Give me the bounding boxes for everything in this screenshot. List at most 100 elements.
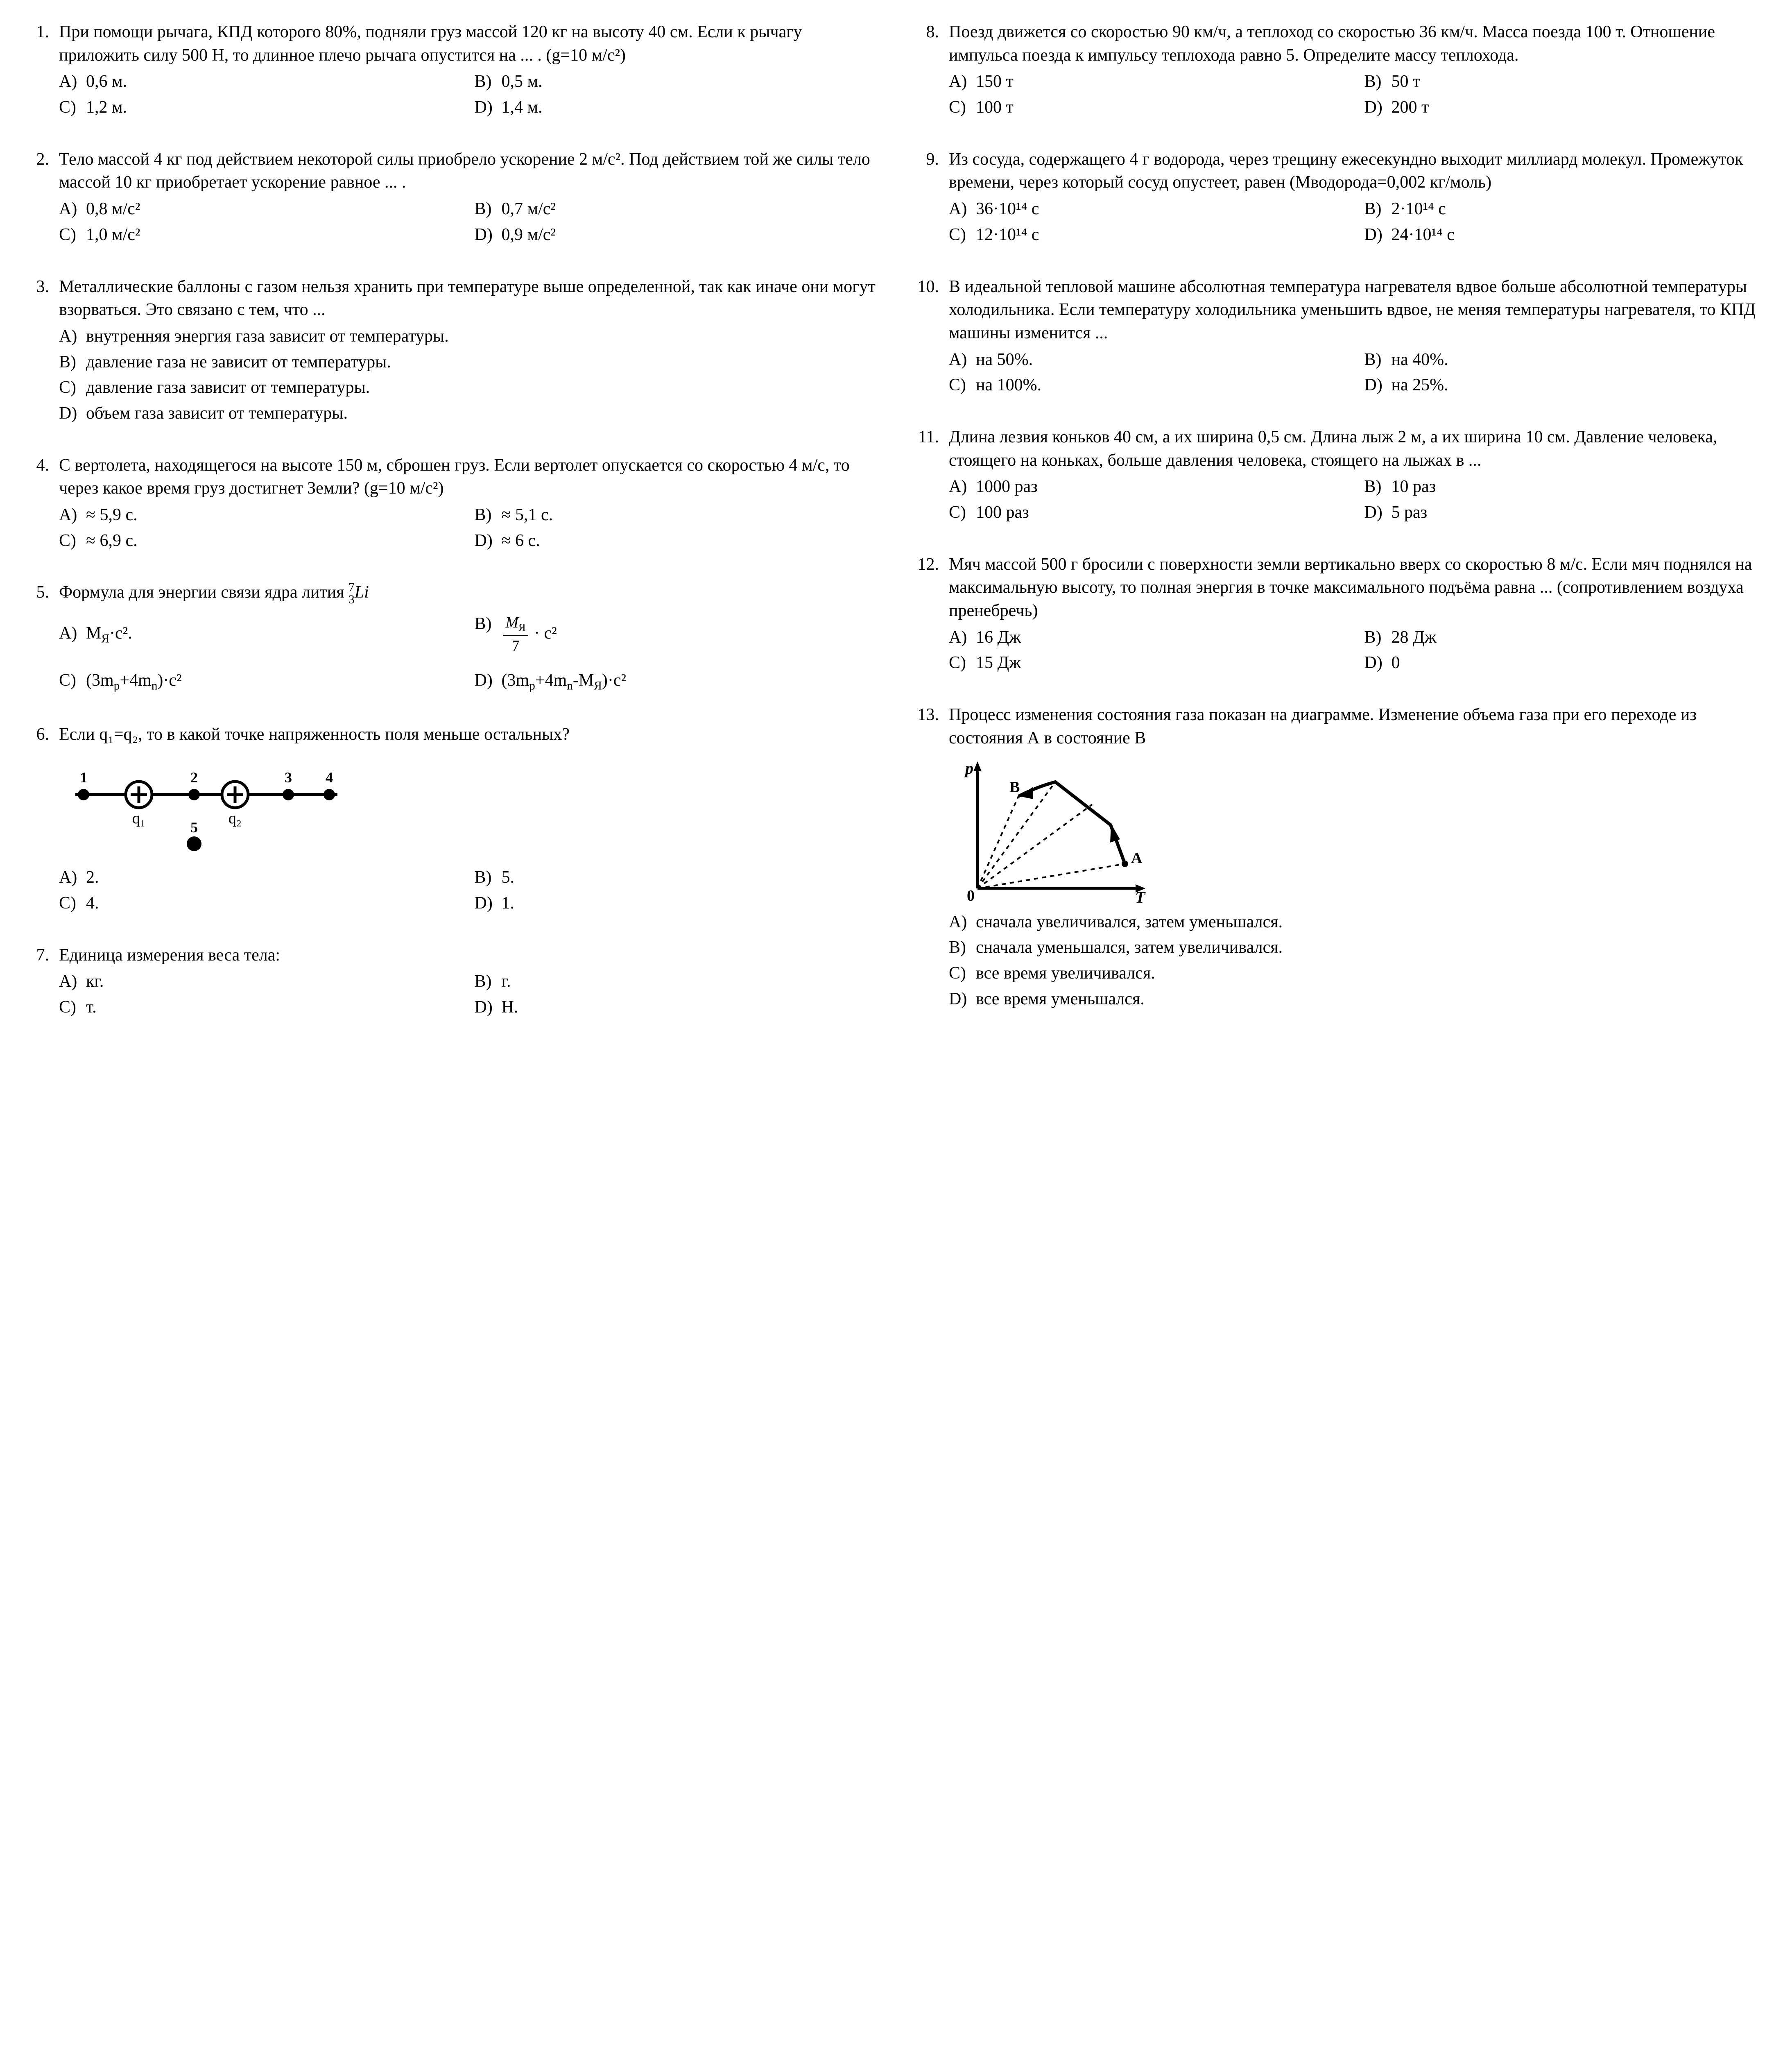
option-c: C)1,0 м/с² xyxy=(59,223,462,247)
options: A)на 50%. B)на 40%. C)на 100%. D)на 25%. xyxy=(949,348,1767,397)
option-d: D)объем газа зависит от температуры. xyxy=(59,402,878,425)
option-b: B)≈ 5,1 с. xyxy=(475,503,878,527)
option-c: C)100 т xyxy=(949,96,1352,119)
element-symbol: Li xyxy=(355,583,369,602)
option-b: B)сначала уменьшался, затем увеличивался… xyxy=(949,936,1767,959)
question-text: При помощи рычага, КПД которого 80%, под… xyxy=(59,20,878,67)
option-d: D)≈ 6 с. xyxy=(475,529,878,553)
question-number: 3. xyxy=(25,275,49,425)
question-number: 8. xyxy=(914,20,939,119)
question-text: Тело массой 4 кг под действием некоторой… xyxy=(59,148,878,194)
option-a: A) МЯ·c². xyxy=(59,622,462,647)
svg-text:B: B xyxy=(1009,779,1020,796)
option-c: C)100 раз xyxy=(949,501,1352,524)
question-12: 12. Мяч массой 500 г бросили с поверхнос… xyxy=(914,553,1767,675)
option-d: D)на 25%. xyxy=(1364,374,1768,397)
question-number: 11. xyxy=(914,426,939,524)
svg-text:3: 3 xyxy=(285,769,292,786)
question-number: 6. xyxy=(25,723,49,915)
question-7: 7. Единица измерения веса тела: A)кг. B)… xyxy=(25,944,878,1019)
option-d: D)1,4 м. xyxy=(475,96,878,119)
question-4: 4. С вертолета, находящегося на высоте 1… xyxy=(25,454,878,553)
svg-text:q₁: q₁ xyxy=(132,810,145,827)
option-d: D)0 xyxy=(1364,651,1768,675)
option-c: C)все время увеличивался. xyxy=(949,962,1767,985)
option-a: A)на 50%. xyxy=(949,348,1352,372)
charges-diagram: 1 2 3 4 5 q₁ q₂ xyxy=(59,754,878,860)
question-text: Поезд движется со скоростью 90 км/ч, а т… xyxy=(949,20,1767,67)
question-6: 6. Если q₁=q₂, то в какой точке напряжен… xyxy=(25,723,878,915)
svg-text:T: T xyxy=(1135,888,1146,905)
options: A)0,8 м/с² B)0,7 м/с² C)1,0 м/с² D)0,9 м… xyxy=(59,197,878,246)
right-column: 8. Поезд движется со скоростью 90 км/ч, … xyxy=(914,20,1767,1019)
question-text: Единица измерения веса тела: xyxy=(59,944,878,967)
question-1: 1. При помощи рычага, КПД которого 80%, … xyxy=(25,20,878,119)
question-number: 5. xyxy=(25,581,49,694)
option-b: B)г. xyxy=(475,970,878,993)
svg-text:q₂: q₂ xyxy=(229,810,242,827)
question-9: 9. Из сосуда, содержащего 4 г водорода, … xyxy=(914,148,1767,247)
option-d: D)24·10¹⁴ с xyxy=(1364,223,1768,247)
options: A) МЯ·c². B) МЯ 7 · c² xyxy=(59,612,878,694)
option-d: D)все время уменьшался. xyxy=(949,988,1767,1011)
option-b: B)50 т xyxy=(1364,70,1768,93)
options: A)36·10¹⁴ с B)2·10¹⁴ с C)12·10¹⁴ с D)24·… xyxy=(949,197,1767,246)
option-c: C)12·10¹⁴ с xyxy=(949,223,1352,247)
option-c: C)на 100%. xyxy=(949,374,1352,397)
option-b: B)0,7 м/с² xyxy=(475,197,878,221)
svg-text:2: 2 xyxy=(190,769,198,786)
option-a: A)36·10¹⁴ с xyxy=(949,197,1352,221)
question-text: В идеальной тепловой машине абсолютная т… xyxy=(949,275,1767,345)
question-text: Длина лезвия коньков 40 см, а их ширина … xyxy=(949,426,1767,472)
option-a: A)сначала увеличивался, затем уменьшался… xyxy=(949,911,1767,934)
option-c: C)1,2 м. xyxy=(59,96,462,119)
question-13: 13. Процесс изменения состояния газа пок… xyxy=(914,703,1767,1010)
options: A)внутренняя энергия газа зависит от тем… xyxy=(59,325,878,425)
left-column: 1. При помощи рычага, КПД которого 80%, … xyxy=(25,20,878,1019)
question-text: Металлические баллоны с газом нельзя хра… xyxy=(59,275,878,322)
atomic-number: 3 xyxy=(348,593,355,606)
question-text: Из сосуда, содержащего 4 г водорода, чер… xyxy=(949,148,1767,194)
option-b: B)2·10¹⁴ с xyxy=(1364,197,1768,221)
option-b: B) МЯ 7 · c² xyxy=(475,612,878,657)
question-11: 11. Длина лезвия коньков 40 см, а их шир… xyxy=(914,426,1767,524)
option-b: B)давление газа не зависит от температур… xyxy=(59,351,878,374)
options: A)150 т B)50 т C)100 т D)200 т xyxy=(949,70,1767,119)
question-text: Если q₁=q₂, то в какой точке напряженнос… xyxy=(59,723,878,746)
options: A)сначала увеличивался, затем уменьшался… xyxy=(949,911,1767,1011)
option-b: B)5. xyxy=(475,866,878,889)
question-number: 9. xyxy=(914,148,939,247)
option-a: A)0,8 м/с² xyxy=(59,197,462,221)
option-c: C)15 Дж xyxy=(949,651,1352,675)
option-a: A)150 т xyxy=(949,70,1352,93)
option-d: D)200 т xyxy=(1364,96,1768,119)
options: A)≈ 5,9 с. B)≈ 5,1 с. C)≈ 6,9 с. D)≈ 6 с… xyxy=(59,503,878,552)
options: A)2. B)5. C)4. D)1. xyxy=(59,866,878,915)
option-c: C)4. xyxy=(59,892,462,915)
question-number: 1. xyxy=(25,20,49,119)
mass-number: 7 xyxy=(348,581,355,594)
question-8: 8. Поезд движется со скоростью 90 км/ч, … xyxy=(914,20,1767,119)
option-b: B)10 раз xyxy=(1364,475,1768,498)
question-number: 4. xyxy=(25,454,49,553)
pv-diagram: p T 0 A B xyxy=(949,757,1767,905)
question-number: 12. xyxy=(914,553,939,675)
question-number: 10. xyxy=(914,275,939,397)
question-3: 3. Металлические баллоны с газом нельзя … xyxy=(25,275,878,425)
option-a: A)2. xyxy=(59,866,462,889)
option-a: A)1000 раз xyxy=(949,475,1352,498)
question-number: 13. xyxy=(914,703,939,1010)
question-text: С вертолета, находящегося на высоте 150 … xyxy=(59,454,878,500)
option-a: A)0,6 м. xyxy=(59,70,462,93)
option-a: A)≈ 5,9 с. xyxy=(59,503,462,527)
options: A)1000 раз B)10 раз C)100 раз D)5 раз xyxy=(949,475,1767,524)
question-number: 2. xyxy=(25,148,49,247)
svg-text:A: A xyxy=(1131,850,1143,867)
question-text: Мяч массой 500 г бросили с поверхности з… xyxy=(949,553,1767,623)
option-d: D)1. xyxy=(475,892,878,915)
option-a: A)16 Дж xyxy=(949,626,1352,649)
question-2: 2. Тело массой 4 кг под действием некото… xyxy=(25,148,878,247)
option-b: B)на 40%. xyxy=(1364,348,1768,372)
option-c: C)давление газа зависит от температуры. xyxy=(59,376,878,399)
option-c: C)≈ 6,9 с. xyxy=(59,529,462,553)
